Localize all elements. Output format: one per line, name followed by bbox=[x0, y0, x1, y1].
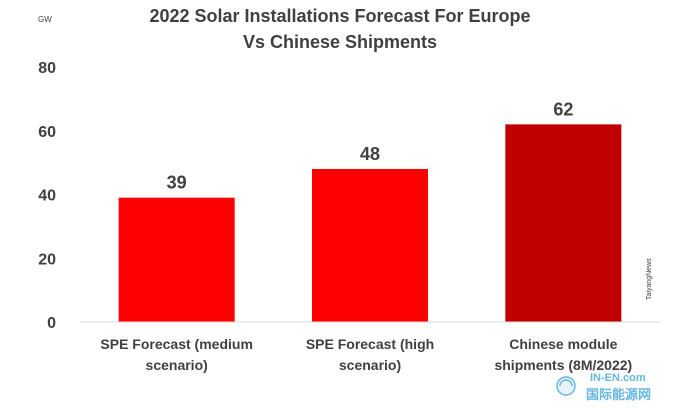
bar-value-label: 48 bbox=[360, 144, 380, 164]
x-category-label: scenario) bbox=[146, 357, 208, 373]
bar bbox=[118, 197, 235, 322]
source-label: TaiyangNews bbox=[646, 258, 653, 300]
category-labels-group: SPE Forecast (medium scenario) SPE Forecas… bbox=[100, 336, 632, 373]
bar bbox=[312, 169, 428, 322]
y-tick-label: 40 bbox=[38, 188, 56, 205]
y-axis-ticks: 0 20 40 60 80 bbox=[38, 60, 56, 332]
watermark-cn-text: 国际能源网 bbox=[586, 387, 651, 403]
x-category-label: Chinese module bbox=[509, 336, 617, 352]
bar-value-label: 62 bbox=[553, 99, 573, 119]
chart-title-line-2: Vs Chinese Shipments bbox=[243, 32, 437, 52]
value-labels-group: 39 48 62 bbox=[167, 99, 574, 192]
y-tick-label: 0 bbox=[47, 315, 56, 332]
x-category-label: shipments (8M/2022) bbox=[494, 357, 632, 373]
x-category-label: scenario) bbox=[339, 357, 401, 373]
x-category-label: SPE Forecast (medium bbox=[100, 336, 253, 352]
y-tick-label: 80 bbox=[38, 60, 56, 77]
bar-value-label: 39 bbox=[167, 173, 187, 193]
bars-group bbox=[118, 124, 622, 322]
watermark-domain: IN-EN.com bbox=[590, 372, 646, 384]
y-tick-label: 60 bbox=[38, 124, 56, 141]
watermark-logo: IN-EN.com 国际能源网 bbox=[556, 372, 651, 403]
y-axis-unit-label: GW bbox=[38, 15, 52, 24]
x-category-label: SPE Forecast (high bbox=[306, 336, 434, 352]
y-tick-label: 20 bbox=[38, 251, 56, 268]
bar bbox=[505, 124, 622, 322]
chart-title-line-1: 2022 Solar Installations Forecast For Eu… bbox=[149, 6, 530, 26]
